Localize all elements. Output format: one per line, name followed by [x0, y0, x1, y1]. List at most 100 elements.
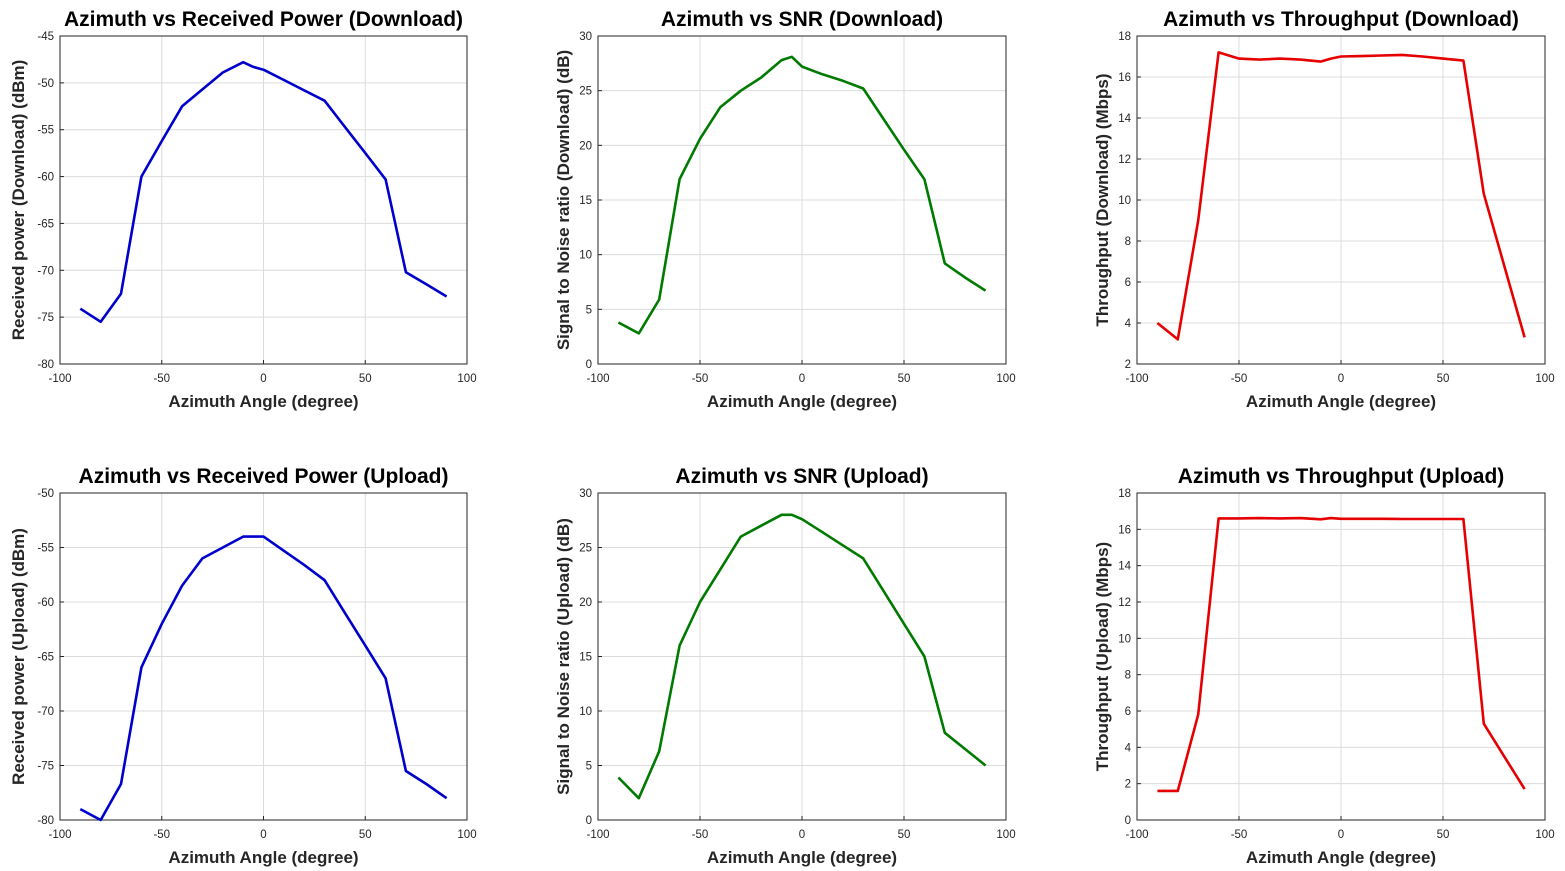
y-tick-label: 18: [1118, 488, 1131, 500]
x-tick-label: -50: [1231, 829, 1248, 841]
chart-panel-3: -100 -50 0 50 100 2 4 6 8 10 12 14 16 18 Azimuth vs Th…: [1093, 8, 1555, 411]
chart-panel-5: -100 -50 0 50 100 0 5 10 15 20 25 30 Azimuth vs SNR …: [554, 465, 1016, 867]
y-tick-label: 2: [1125, 359, 1131, 371]
chart-title: Azimuth vs Received Power (Upload): [79, 465, 449, 488]
x-tick-label: -50: [1231, 373, 1248, 385]
y-tick-label: -65: [37, 218, 54, 230]
y-axis-label: Signal to Noise ratio (Upload) (dB): [554, 518, 573, 795]
series-line-1: [1157, 516, 1526, 793]
series-line-1: [1156, 51, 1526, 341]
y-tick-label: -70: [37, 706, 54, 718]
x-tick-label: 100: [457, 829, 476, 841]
y-tick-label: -65: [37, 652, 54, 664]
y-tick-label: -80: [37, 359, 54, 371]
y-tick-label: -75: [37, 312, 54, 324]
x-tick-label: 0: [1338, 373, 1344, 385]
y-tick-label: 10: [1118, 633, 1131, 645]
x-axis-label: Azimuth Angle (degree): [1246, 848, 1436, 867]
chart-title: Azimuth vs SNR (Upload): [675, 465, 928, 488]
x-tick-label: 50: [359, 373, 372, 385]
y-tick-label: 5: [586, 304, 592, 316]
y-tick-label: 15: [579, 195, 592, 207]
y-tick-label: -45: [37, 31, 54, 43]
y-tick-label: 30: [579, 31, 592, 43]
x-axis-label: Azimuth Angle (degree): [168, 392, 358, 411]
y-tick-label: -60: [37, 172, 54, 184]
x-axis-label: Azimuth Angle (degree): [707, 392, 897, 411]
x-axis-label: Azimuth Angle (degree): [1246, 392, 1436, 411]
y-tick-label: 2: [1125, 779, 1131, 791]
series-line-1: [617, 55, 987, 335]
series-line-1: [79, 60, 448, 324]
y-axis-label: Throughput (Download) (Mbps): [1093, 73, 1112, 326]
y-axis-label: Throughput (Upload) (Mbps): [1093, 542, 1112, 771]
y-tick-label: 25: [579, 543, 592, 555]
y-tick-label: 10: [579, 706, 592, 718]
x-tick-label: 100: [457, 373, 476, 385]
x-axis-label: Azimuth Angle (degree): [707, 848, 897, 867]
x-tick-label: 0: [1338, 829, 1344, 841]
chart-title: Azimuth vs Throughput (Upload): [1178, 465, 1505, 488]
y-tick-label: -80: [37, 815, 54, 827]
y-tick-label: 14: [1118, 113, 1131, 125]
x-tick-label: -100: [48, 829, 71, 841]
x-tick-label: 0: [260, 373, 266, 385]
y-tick-label: 0: [1125, 815, 1131, 827]
chart-panel-1: -100 -50 0 50 100 -80 -75 -70 -65 -60 -55 -50 -45 Azi…: [9, 8, 477, 411]
x-tick-label: 50: [359, 829, 372, 841]
y-tick-label: 10: [579, 250, 592, 262]
y-tick-label: -60: [37, 597, 54, 609]
y-tick-label: 6: [1125, 277, 1131, 289]
x-tick-label: 50: [898, 373, 911, 385]
y-tick-label: 4: [1125, 318, 1132, 330]
x-axis-label: Azimuth Angle (degree): [168, 848, 358, 867]
x-tick-label: 0: [799, 829, 805, 841]
y-tick-label: 8: [1125, 670, 1131, 682]
x-tick-label: 100: [1535, 373, 1554, 385]
y-tick-label: 5: [586, 761, 592, 773]
y-tick-label: 16: [1118, 524, 1131, 536]
y-tick-label: 8: [1125, 236, 1131, 248]
x-tick-label: 0: [799, 373, 805, 385]
y-tick-label: 25: [579, 86, 592, 98]
x-tick-label: 100: [1535, 829, 1554, 841]
x-tick-label: -50: [692, 373, 709, 385]
y-tick-label: -70: [37, 265, 54, 277]
y-tick-label: 0: [586, 359, 592, 371]
y-tick-label: 18: [1118, 31, 1131, 43]
x-tick-label: 100: [996, 829, 1015, 841]
x-tick-label: -100: [1125, 373, 1148, 385]
x-tick-label: -100: [586, 373, 609, 385]
x-tick-label: 100: [996, 373, 1015, 385]
y-tick-label: 20: [579, 140, 592, 152]
y-tick-label: 6: [1125, 706, 1131, 718]
x-tick-label: 50: [1437, 829, 1450, 841]
y-tick-label: -50: [37, 488, 54, 500]
x-tick-label: 50: [1437, 373, 1450, 385]
chart-title: Azimuth vs Throughput (Download): [1163, 8, 1519, 31]
y-axis-label: Signal to Noise ratio (Download) (dB): [554, 50, 573, 350]
series-line-1: [79, 535, 448, 822]
x-tick-label: -100: [1125, 829, 1148, 841]
chart-panel-4: -100 -50 0 50 100 -80 -75 -70 -65 -60 -55 -50 Azimut…: [9, 465, 477, 867]
chart-panel-2: -100 -50 0 50 100 0 5 10 15 20 25 30 Azimuth vs SNR …: [554, 8, 1016, 411]
y-tick-label: 4: [1125, 742, 1132, 754]
y-tick-label: 20: [579, 597, 592, 609]
y-tick-label: 10: [1118, 195, 1131, 207]
chart-title: Azimuth vs SNR (Download): [661, 8, 943, 31]
x-tick-label: 0: [260, 829, 266, 841]
y-tick-label: 14: [1118, 561, 1131, 573]
y-tick-label: 16: [1118, 72, 1131, 84]
y-tick-label: -55: [37, 125, 54, 137]
series-line-1: [617, 513, 987, 800]
y-tick-label: 12: [1118, 597, 1131, 609]
y-tick-label: 30: [579, 488, 592, 500]
chart-title: Azimuth vs Received Power (Download): [64, 8, 463, 31]
x-tick-label: -100: [48, 373, 71, 385]
y-axis-label: Received power (Upload) (dBm): [9, 528, 28, 785]
y-axis-label: Received power (Download) (dBm): [9, 60, 28, 341]
x-tick-label: -50: [153, 373, 170, 385]
y-tick-label: -55: [37, 543, 54, 555]
x-tick-label: -100: [586, 829, 609, 841]
y-tick-label: 12: [1118, 154, 1131, 166]
